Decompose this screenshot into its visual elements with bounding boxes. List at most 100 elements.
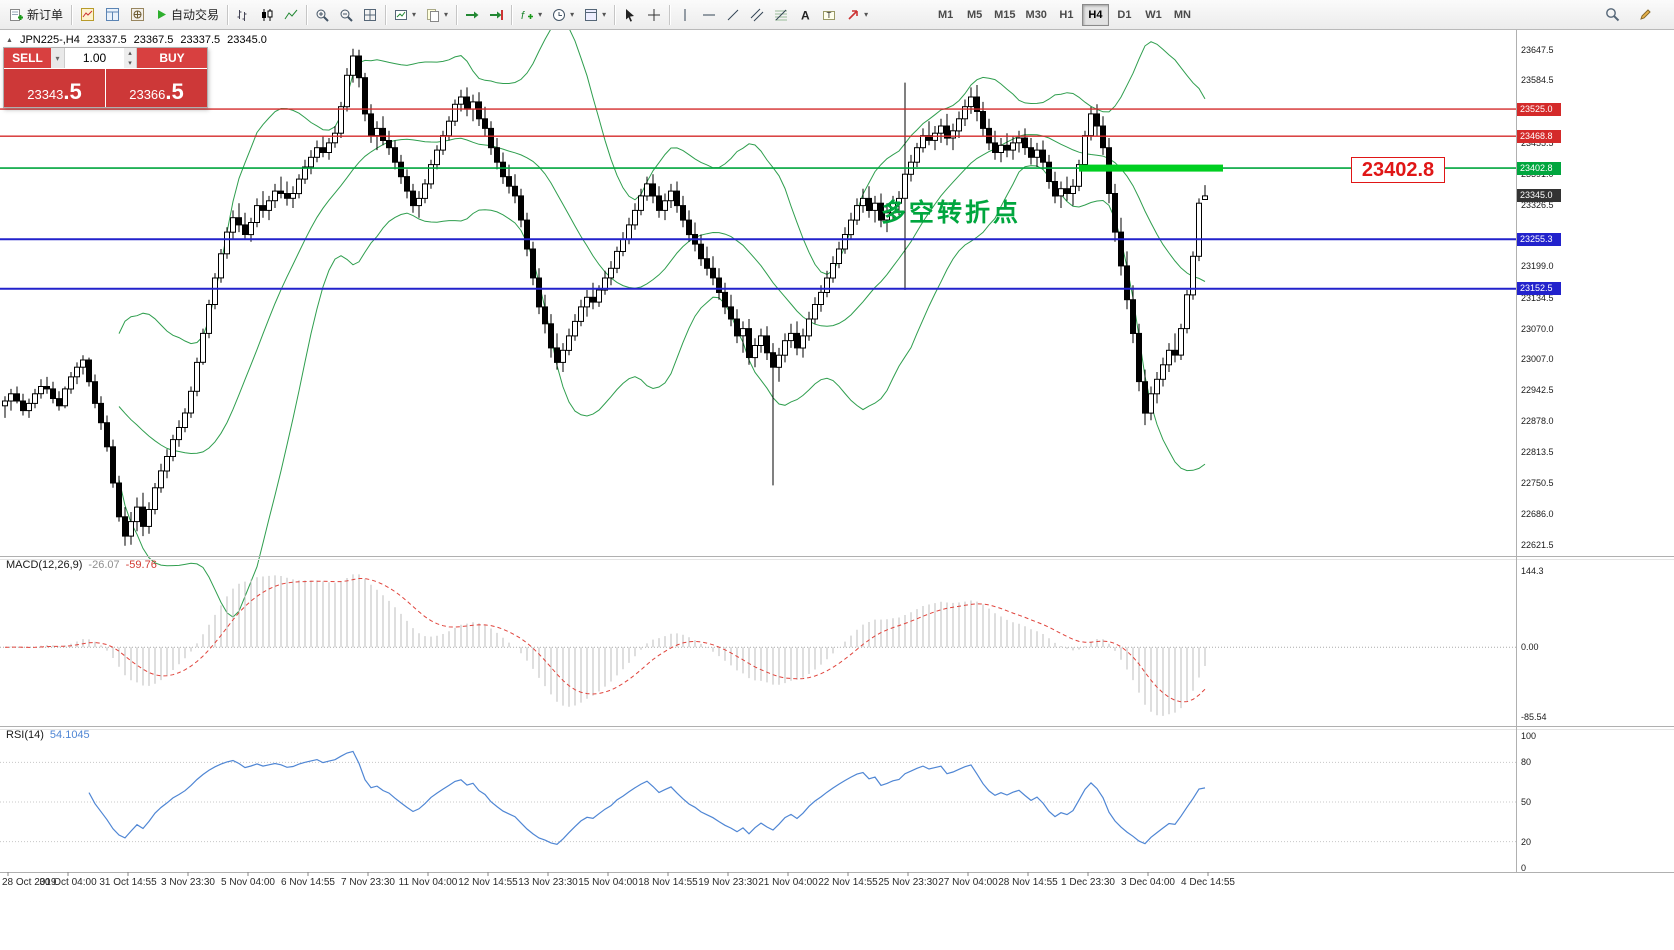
price-label-box[interactable]: 23402.8 (1351, 157, 1445, 183)
toolbar-separator (227, 4, 229, 25)
new-order-label: 新订单 (27, 8, 64, 22)
new-order-button[interactable]: 新订单 (4, 3, 68, 27)
horizontal-line-button[interactable] (697, 3, 721, 27)
timeframe-d1[interactable]: D1 (1117, 8, 1132, 21)
svg-text:f: f (521, 10, 525, 22)
one-click-trading-panel: SELL ▾ ▴ ▾ BUY 23343.5 23366.5 (3, 47, 208, 108)
fibonacci-button[interactable] (769, 3, 793, 27)
panel-separators[interactable] (0, 30, 1674, 873)
navigator-icon (130, 7, 145, 22)
dropdown-caret-icon: ▾ (864, 10, 869, 19)
chart-window[interactable]: 23647.5 23584.5 23455.5 23391.0 23326.5 23199… (0, 21, 1674, 950)
timeframe-m15[interactable]: M15 (994, 8, 1016, 21)
chart-shift-button[interactable] (484, 3, 508, 27)
zoom-out-icon (339, 8, 353, 22)
market-watch-button[interactable] (75, 3, 100, 27)
timeframe-h1[interactable]: H1 (1059, 8, 1074, 21)
candles-chart-button[interactable] (255, 3, 279, 27)
chart-shift-icon (489, 8, 504, 22)
horizontal-line-icon (702, 8, 716, 22)
auto-scroll-button[interactable] (460, 3, 484, 27)
toolbar-separator (385, 4, 387, 25)
rsi-title: RSI(14) (6, 729, 44, 741)
timeframe-w1[interactable]: W1 (1145, 8, 1162, 21)
toolbar-separator (669, 4, 671, 25)
cursor-button[interactable] (618, 3, 642, 27)
quick-edit-icon (1638, 7, 1653, 22)
macd-indicator-label: MACD(12,26,9) -26.07 -59.76 (6, 559, 157, 571)
line-chart-icon (284, 8, 298, 22)
trendline-button[interactable] (721, 3, 745, 27)
indicators-icon: f (520, 8, 534, 22)
text-icon: A (798, 8, 812, 22)
tile-windows-button[interactable] (358, 3, 382, 27)
new-chart-icon (394, 8, 408, 22)
profiles-button[interactable]: ▾ (421, 3, 453, 27)
templates-button[interactable]: ▾ (579, 3, 611, 27)
line-chart-button[interactable] (279, 3, 303, 27)
highlight-segment[interactable] (1079, 164, 1223, 172)
text-button[interactable]: A (793, 3, 817, 27)
toolbar-separator (71, 4, 73, 25)
channel-icon (750, 8, 764, 22)
zoom-in-button[interactable] (310, 3, 334, 27)
new-chart-button[interactable]: ▾ (389, 3, 421, 27)
arrows-button[interactable]: ▾ (841, 3, 873, 27)
panel-collapse-icon[interactable]: ▲ (6, 36, 13, 44)
chart-svg[interactable] (0, 21, 1674, 890)
chart-canvas[interactable] (0, 21, 1674, 895)
periods-button[interactable]: ▾ (547, 3, 579, 27)
toolbar-right-icons (1600, 3, 1670, 27)
timeframe-m1[interactable]: M1 (937, 8, 954, 21)
play-icon (155, 8, 168, 21)
chart-info-line: ▲ JPN225-,H4 23337.5 23367.5 23337.5 233… (6, 34, 267, 46)
search-button[interactable] (1600, 3, 1625, 27)
chart-annotation-text[interactable]: 多空转折点 (881, 199, 1022, 227)
volume-up-icon[interactable]: ▴ (128, 50, 132, 57)
volume-spinner[interactable]: ▴ ▾ (124, 48, 136, 68)
data-window-button[interactable] (100, 3, 125, 27)
rsi-value: 54.1045 (49, 729, 90, 741)
data-window-icon (105, 7, 120, 22)
macd-main-value: -26.07 (88, 559, 120, 571)
rsi-indicator-label: RSI(14) 54.1045 (6, 729, 90, 741)
dropdown-caret-icon: ▾ (444, 10, 449, 19)
timeframe-mn[interactable]: MN (1173, 8, 1191, 21)
indicators-button[interactable]: f ▾ (515, 3, 547, 27)
autotrading-button[interactable]: 自动交易 (150, 3, 224, 27)
channel-button[interactable] (745, 3, 769, 27)
macd-title: MACD(12,26,9) (6, 559, 83, 571)
sell-button[interactable]: SELL (4, 48, 51, 68)
svg-text:A: A (801, 8, 810, 22)
toolbar-separator (614, 4, 616, 25)
autotrading-label: 自动交易 (171, 8, 220, 22)
bollinger-bands (118, 21, 1206, 618)
macd-histogram (10, 574, 1206, 716)
horizontal-price-lines[interactable] (0, 108, 1516, 290)
crosshair-button[interactable] (642, 3, 666, 27)
timeframe-m5[interactable]: M5 (966, 8, 983, 21)
sell-price-frac: .5 (63, 79, 82, 104)
main-toolbar: 新订单 自动交易 ▾ ▾ f ▾ ▾ ▾ A T ▾ M1 M5 M15 M30 H1 H4 D1 W1 MN (0, 0, 1674, 30)
dropdown-caret-icon: ▾ (538, 10, 543, 19)
buy-price-display[interactable]: 23366.5 (106, 69, 207, 107)
vertical-line-button[interactable] (673, 3, 697, 27)
candles (2, 48, 1208, 546)
trade-options-caret-icon[interactable]: ▾ (51, 48, 65, 68)
volume-down-icon[interactable]: ▾ (128, 60, 132, 67)
svg-text:T: T (827, 11, 832, 20)
buy-button[interactable]: BUY (137, 48, 207, 68)
bars-chart-button[interactable] (231, 3, 255, 27)
toolbar-separator (306, 4, 308, 25)
text-label-button[interactable]: T (817, 3, 841, 27)
quick-edit-button[interactable] (1633, 3, 1658, 27)
navigator-button[interactable] (125, 3, 150, 27)
volume-input[interactable] (65, 48, 124, 68)
zoom-out-button[interactable] (334, 3, 358, 27)
buy-price-frac: .5 (165, 79, 184, 104)
sell-price-display[interactable]: 23343.5 (4, 69, 105, 107)
timeframe-h4[interactable]: H4 (1081, 3, 1109, 26)
timeframe-m30[interactable]: M30 (1025, 8, 1047, 21)
rsi-line (88, 750, 1206, 845)
